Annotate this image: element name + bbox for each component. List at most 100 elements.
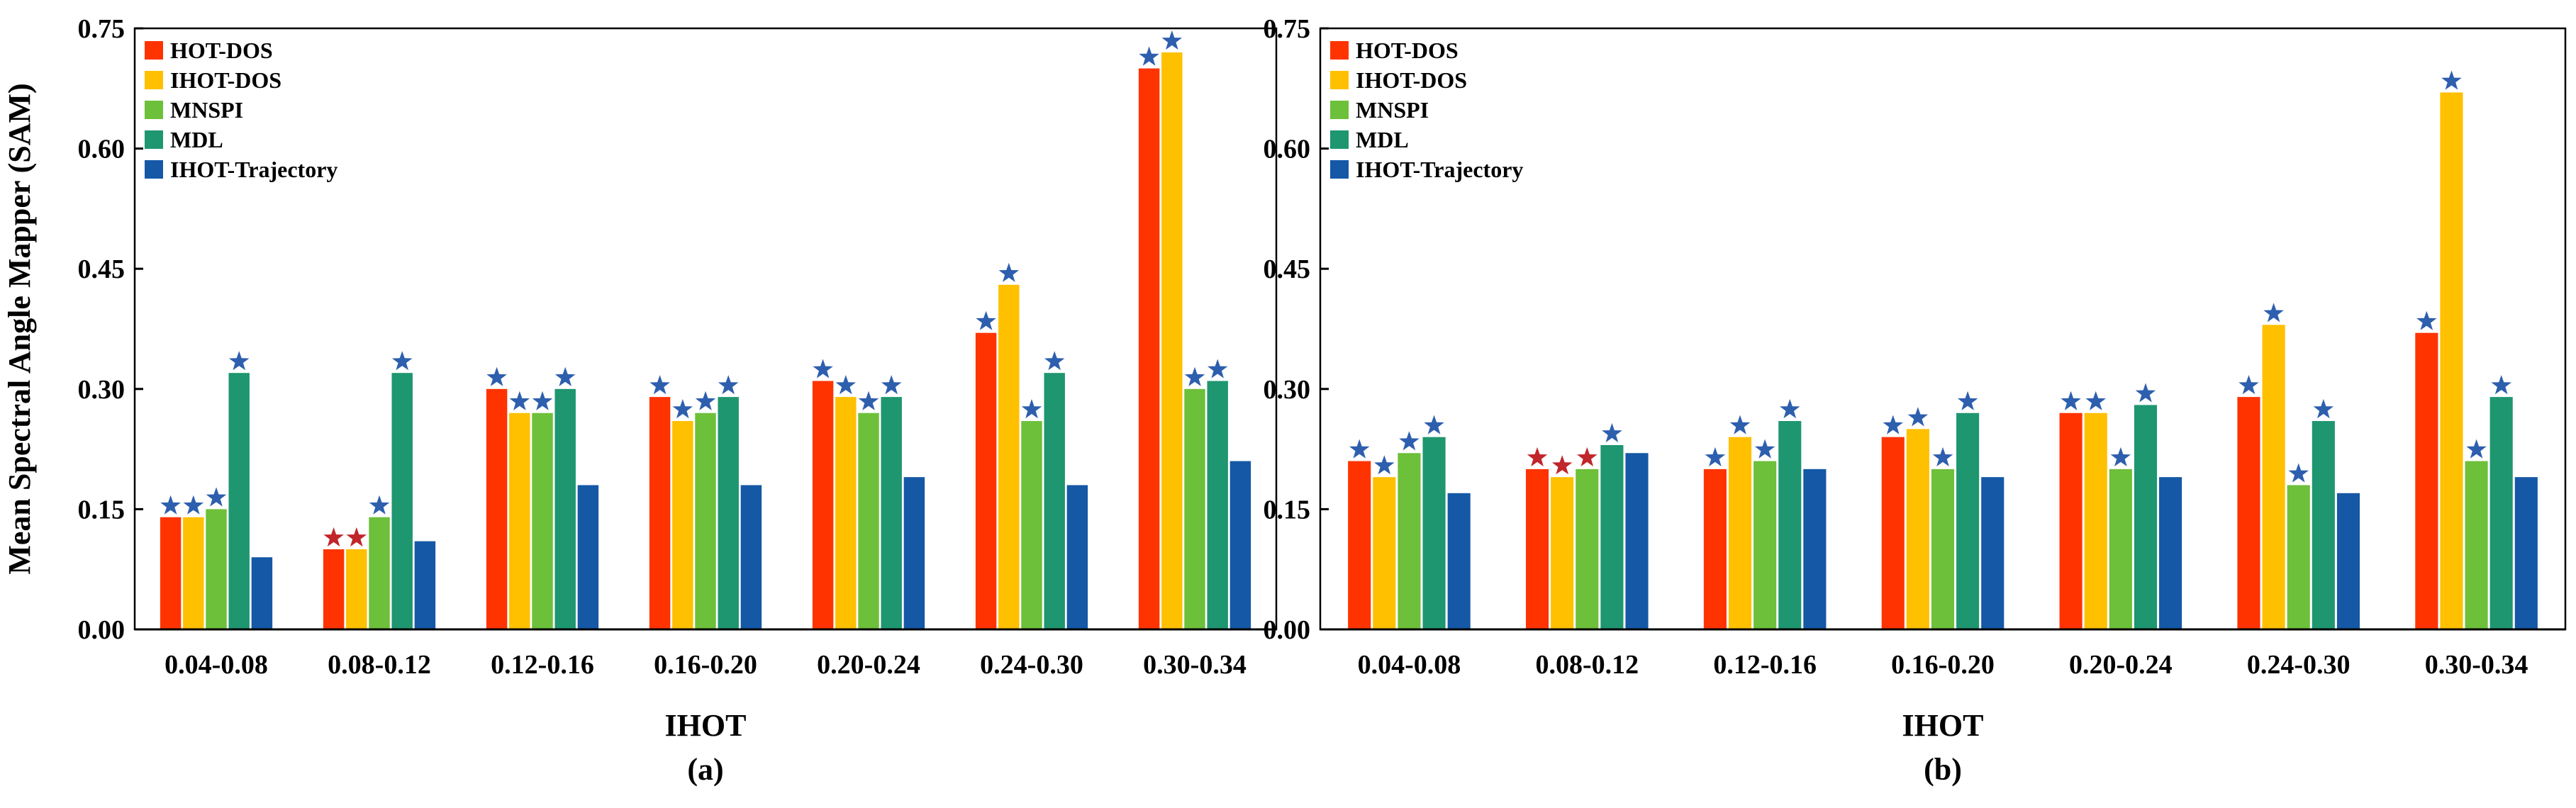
- bar-ihot-dos-0.30-0.34: [1161, 52, 1183, 630]
- significance-star-icon: [718, 375, 739, 395]
- x-axis-title: IHOT: [1902, 708, 1984, 743]
- legend-swatch: [1330, 71, 1349, 89]
- bar-ihot-dos-0.04-0.08: [183, 517, 204, 629]
- bar-ihot-dos-0.30-0.34: [2440, 92, 2463, 629]
- bar-ihot-trajectory-0.20-0.24: [2159, 477, 2182, 629]
- bar-mnspi-0.20-0.24: [2109, 468, 2132, 629]
- legend-swatch: [145, 160, 163, 179]
- bar-hot-dos-0.16-0.20: [1881, 437, 1905, 629]
- x-tick-label: 0.08-0.12: [1535, 650, 1639, 680]
- significance-star-icon: [509, 391, 530, 410]
- chart-panel-a: 0.00 0.15 0.30 0.45 0.60 0.75 0.04-0.08 0.08-0.…: [2, 14, 1278, 787]
- significance-star-icon: [2288, 463, 2309, 483]
- bar-hot-dos-0.04-0.08: [160, 517, 182, 629]
- y-tick-label: 0.60: [78, 135, 126, 164]
- bar-mnspi-0.12-0.16: [1753, 461, 1777, 629]
- legend-swatch: [145, 101, 163, 119]
- significance-star-icon: [346, 527, 367, 547]
- significance-star-icon: [2110, 447, 2131, 466]
- x-tick-label: 0.16-0.20: [1891, 650, 1995, 680]
- legend-label: IHOT-DOS: [170, 67, 281, 93]
- bar-mdl-0.20-0.24: [881, 397, 902, 629]
- significance-star-icon: [695, 391, 716, 410]
- y-tick-label: 0.00: [78, 615, 126, 645]
- bar-ihot-dos-0.12-0.16: [1728, 437, 1752, 629]
- bar-mnspi-0.30-0.34: [1184, 388, 1205, 629]
- bar-ihot-dos-0.20-0.24: [2084, 413, 2107, 629]
- significance-star-icon: [858, 391, 879, 410]
- legend-label: MDL: [1356, 127, 1409, 152]
- significance-star-icon: [1044, 351, 1065, 371]
- significance-star-icon: [1754, 439, 1775, 459]
- significance-star-icon: [672, 399, 693, 419]
- bar-ihot-trajectory-0.30-0.34: [1230, 461, 1251, 629]
- significance-star-icon: [976, 310, 996, 330]
- legend-swatch: [145, 71, 163, 89]
- y-tick-label: 0.15: [78, 495, 126, 524]
- legend-swatch: [145, 130, 163, 149]
- bar-mnspi-0.16-0.20: [695, 413, 716, 629]
- x-tick-label: 0.04-0.08: [1358, 650, 1461, 680]
- bar-hot-dos-0.30-0.34: [1138, 68, 1160, 630]
- significance-star-icon: [2491, 375, 2511, 395]
- significance-star-icon: [1374, 455, 1395, 475]
- bar-mdl-0.08-0.12: [1600, 444, 1624, 629]
- significance-star-icon: [391, 351, 413, 371]
- bar-hot-dos-0.12-0.16: [486, 388, 508, 629]
- bar-hot-dos-0.04-0.08: [1348, 461, 1371, 629]
- y-tick-label: 0.60: [1264, 135, 1311, 164]
- x-axis-title: IHOT: [665, 708, 747, 743]
- significance-star-icon: [1907, 407, 1929, 427]
- bar-ihot-dos-0.16-0.20: [1906, 429, 1929, 629]
- significance-star-icon: [1184, 366, 1205, 386]
- legend-label: IHOT-Trajectory: [1356, 157, 1523, 182]
- significance-star-icon: [2135, 383, 2156, 403]
- significance-star-icon: [1780, 399, 1800, 419]
- bar-ihot-dos-0.08-0.12: [346, 549, 367, 629]
- bar-mdl-0.30-0.34: [1207, 381, 1228, 629]
- significance-star-icon: [1424, 415, 1444, 434]
- legend-label: HOT-DOS: [1356, 38, 1459, 63]
- bar-mdl-0.04-0.08: [1422, 437, 1446, 629]
- significance-star-icon: [160, 495, 181, 515]
- significance-star-icon: [2441, 70, 2462, 90]
- bar-hot-dos-0.30-0.34: [2415, 332, 2438, 629]
- bar-mnspi-0.04-0.08: [206, 509, 227, 629]
- significance-star-icon: [1932, 447, 1953, 466]
- bar-mdl-0.12-0.16: [1778, 421, 1802, 629]
- y-tick-label: 0.75: [1264, 14, 1311, 44]
- bar-ihot-trajectory-0.04-0.08: [251, 557, 273, 629]
- bar-mdl-0.12-0.16: [554, 388, 576, 629]
- legend-label: MNSPI: [170, 97, 243, 123]
- legend-swatch: [1330, 101, 1349, 119]
- significance-star-icon: [486, 366, 507, 386]
- bar-mnspi-0.16-0.20: [1931, 468, 1955, 629]
- bar-mnspi-0.04-0.08: [1398, 453, 1421, 629]
- bar-ihot-trajectory-0.20-0.24: [903, 477, 925, 629]
- legend-label: IHOT-DOS: [1356, 67, 1467, 93]
- significance-star-icon: [554, 366, 576, 386]
- x-tick-label: 0.12-0.16: [491, 650, 594, 680]
- bar-ihot-trajectory-0.12-0.16: [1803, 468, 1827, 629]
- significance-star-icon: [998, 262, 1020, 282]
- bar-ihot-trajectory-0.12-0.16: [577, 485, 599, 629]
- x-tick-label: 0.20-0.24: [817, 650, 920, 680]
- significance-star-icon: [2085, 391, 2106, 410]
- bar-ihot-trajectory-0.08-0.12: [414, 541, 436, 629]
- y-tick-label: 0.00: [1264, 615, 1311, 645]
- legend-label: HOT-DOS: [170, 38, 273, 63]
- x-tick-label: 0.30-0.34: [1143, 650, 1247, 680]
- panel-label: (b): [1924, 752, 1962, 787]
- bar-mdl-0.04-0.08: [228, 373, 250, 629]
- significance-star-icon: [2238, 375, 2259, 395]
- significance-star-icon: [1349, 439, 1370, 459]
- bar-ihot-trajectory-0.16-0.20: [740, 485, 762, 629]
- bar-mnspi-0.08-0.12: [1576, 468, 1599, 629]
- bar-hot-dos-0.08-0.12: [323, 549, 345, 629]
- x-tick-label: 0.24-0.30: [980, 650, 1083, 680]
- bar-hot-dos-0.20-0.24: [812, 381, 834, 629]
- bar-ihot-trajectory-0.30-0.34: [2514, 477, 2538, 629]
- significance-star-icon: [835, 375, 857, 395]
- significance-star-icon: [1551, 455, 1573, 475]
